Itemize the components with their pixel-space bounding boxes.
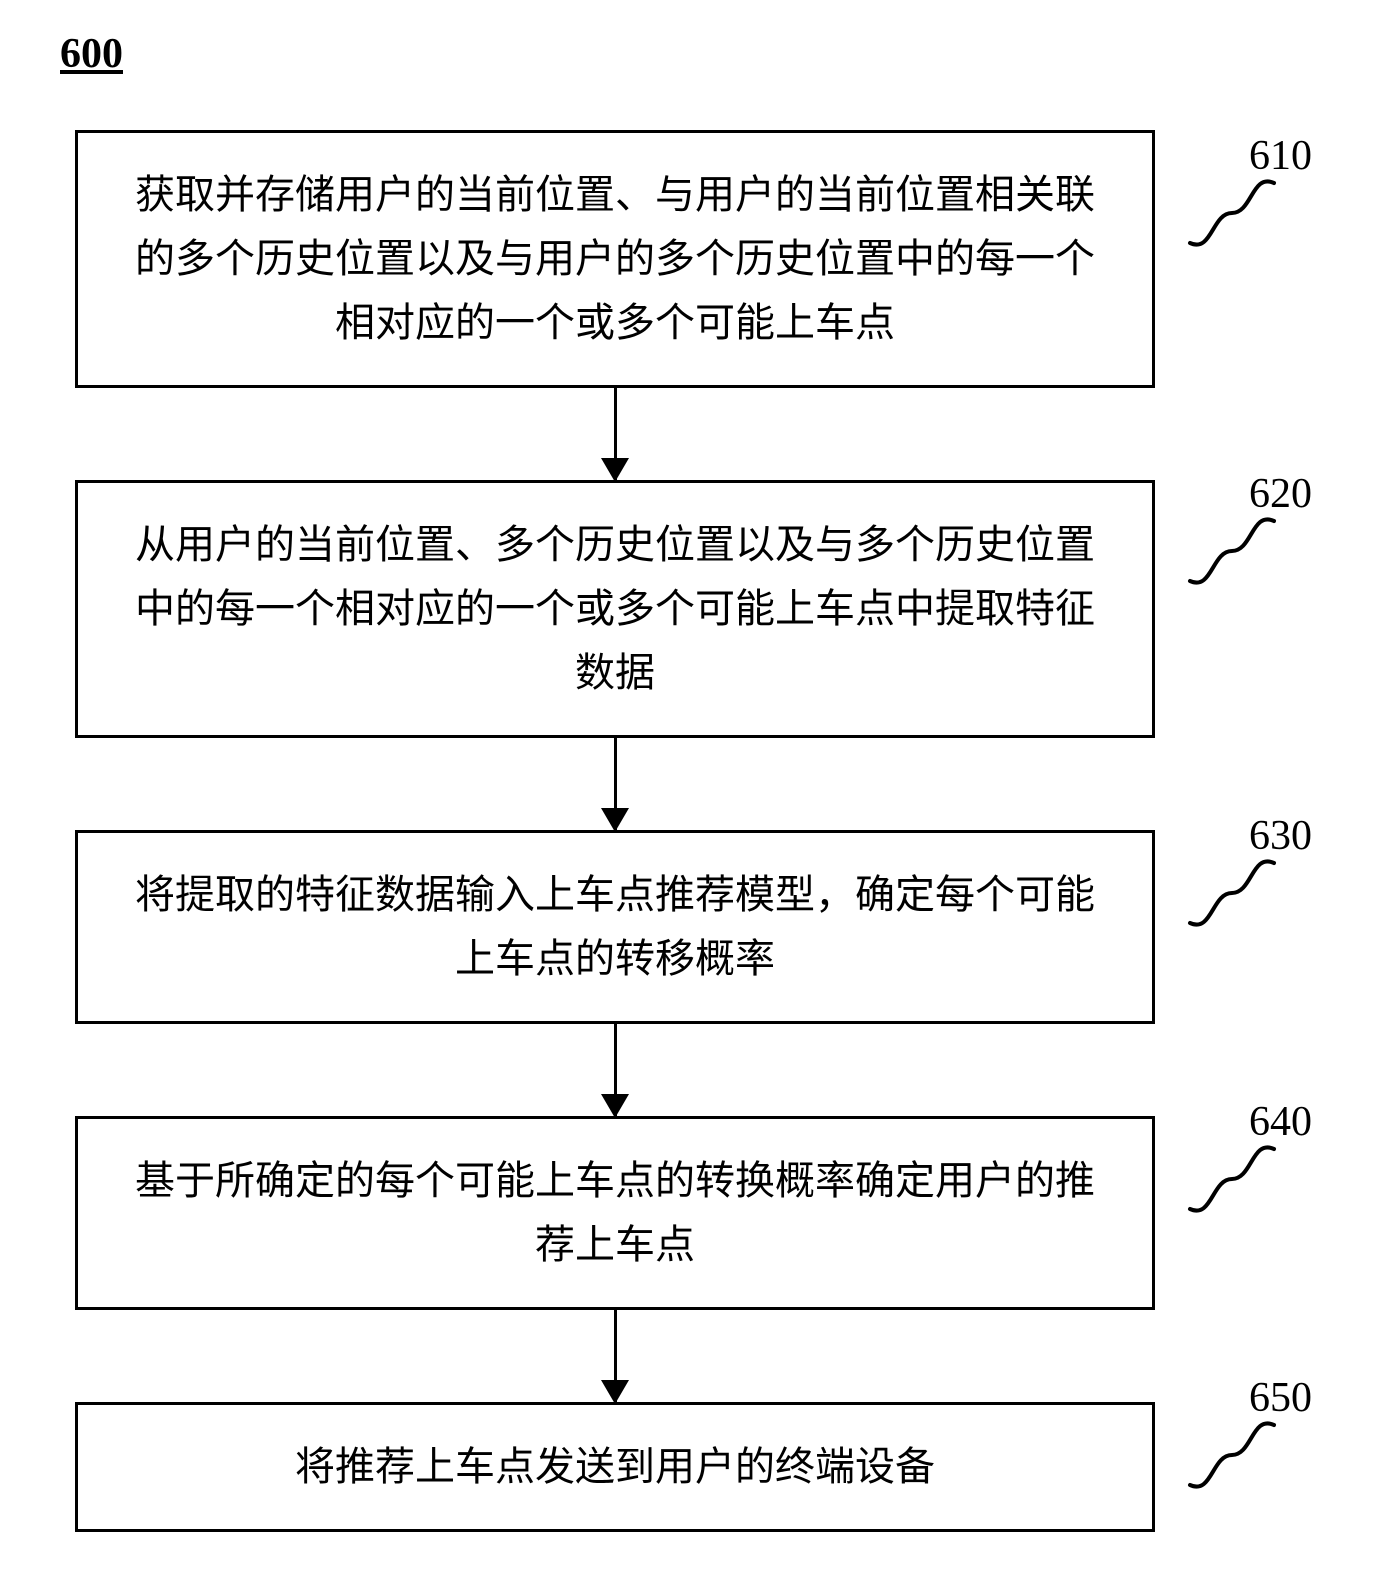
arrow-down-icon [614,1024,617,1116]
step-box-640: 基于所确定的每个可能上车点的转换概率确定用户的推荐上车点640 [75,1116,1155,1310]
connector-wave-icon [1182,1405,1282,1505]
step-610: 获取并存储用户的当前位置、与用户的当前位置相关联的多个历史位置以及与用户的多个历… [75,130,1155,480]
connector-wave-icon [1182,501,1282,601]
arrow-down-icon [614,388,617,480]
arrow-head-icon [601,1380,629,1404]
arrow-head-icon [601,808,629,832]
arrow-down-icon [614,738,617,830]
step-620: 从用户的当前位置、多个历史位置以及与多个历史位置中的每一个相对应的一个或多个可能… [75,480,1155,830]
step-text: 将提取的特征数据输入上车点推荐模型，确定每个可能上车点的转移概率 [135,872,1095,981]
step-text: 从用户的当前位置、多个历史位置以及与多个历史位置中的每一个相对应的一个或多个可能… [135,522,1095,695]
step-text: 基于所确定的每个可能上车点的转换概率确定用户的推荐上车点 [135,1158,1095,1267]
step-text: 将推荐上车点发送到用户的终端设备 [295,1444,935,1489]
step-box-650: 将推荐上车点发送到用户的终端设备650 [75,1402,1155,1532]
step-text: 获取并存储用户的当前位置、与用户的当前位置相关联的多个历史位置以及与用户的多个历… [135,172,1095,345]
step-box-630: 将提取的特征数据输入上车点推荐模型，确定每个可能上车点的转移概率630 [75,830,1155,1024]
step-box-610: 获取并存储用户的当前位置、与用户的当前位置相关联的多个历史位置以及与用户的多个历… [75,130,1155,388]
step-650: 将推荐上车点发送到用户的终端设备650 [75,1402,1155,1532]
arrow-down-icon [614,1310,617,1402]
connector-wave-icon [1182,843,1282,943]
step-630: 将提取的特征数据输入上车点推荐模型，确定每个可能上车点的转移概率630 [75,830,1155,1116]
step-640: 基于所确定的每个可能上车点的转换概率确定用户的推荐上车点640 [75,1116,1155,1402]
step-box-620: 从用户的当前位置、多个历史位置以及与多个历史位置中的每一个相对应的一个或多个可能… [75,480,1155,738]
arrow-head-icon [601,1094,629,1118]
arrow-head-icon [601,458,629,482]
diagram-title: 600 [60,30,123,78]
connector-wave-icon [1182,1129,1282,1229]
connector-wave-icon [1182,163,1282,263]
flowchart-container: 获取并存储用户的当前位置、与用户的当前位置相关联的多个历史位置以及与用户的多个历… [75,130,1155,1532]
